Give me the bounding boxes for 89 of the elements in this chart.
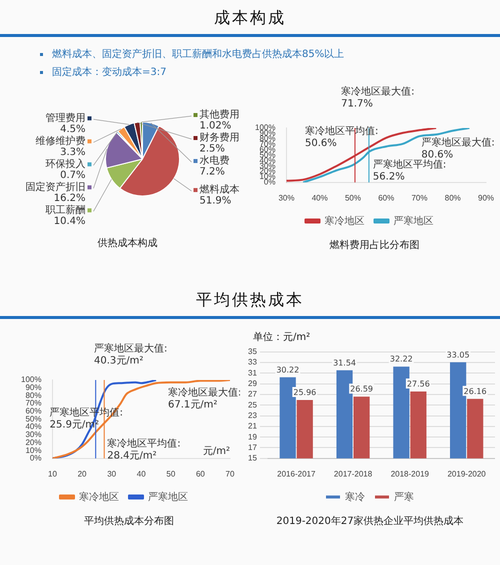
annotation: 寒冷地区最大值: 67.1元/m² [168,386,242,411]
legend-label: 寒冷 [345,490,365,503]
x-tick-label: 50% [344,193,361,202]
x-tick-label: 70 [226,469,235,478]
y-tick-label: 15 [248,454,258,463]
y-tick-label: 21 [248,422,258,431]
y-tick-label: 60% [25,406,42,416]
y-tick-label: 80% [25,390,42,400]
slice-label: 其他费用 [200,108,240,121]
legend-label: 严寒 [394,490,414,503]
y-tick-label: 10% [25,446,42,455]
text: 燃料费用占比分布图 [330,238,420,252]
data-label: 2.5% [200,144,225,155]
x-tick-label: 2018-2019 [390,469,430,478]
y-tick-label: 29 [248,378,258,388]
slice-label: 水电费 [200,154,230,167]
x-tick-label: 80% [444,193,461,202]
x-tick-label: 60% [378,193,394,202]
x-axis-title: 元/m² [202,446,230,457]
data-label: 26.59 [350,384,374,394]
x-tick-label: 90% [478,193,494,202]
data-label: 51.9% [200,196,232,207]
x-tick-label: 30 [107,469,117,478]
y-tick-label: 17 [248,442,258,452]
data-label: 27.56 [406,380,430,389]
slice-label: 燃料成本 [200,184,240,196]
x-tick-label: 10 [48,469,58,478]
legend-label: 维修维护费 [36,134,86,147]
data-label: 3.3% [60,146,86,158]
annotation: 严寒地区最大值: 40.3元/m² [94,342,168,367]
y-tick-label: 0% [30,454,42,463]
data-label: 30.22 [276,365,300,374]
annotation: 寒冷地区最大值: 71.7% [341,86,414,110]
y-tick-label: 23 [248,410,258,420]
text: 2019-2020年27家供热企业平均供热成本 [276,514,464,528]
y-tick-label: 35 [248,347,258,356]
text: 供热成本构成 [98,236,158,250]
legend-label: 寒冷地区 [324,214,364,227]
slice-label: 财务费用 [200,132,240,144]
y-tick-label: 90% [25,383,42,392]
text: 平均供热成本分布图 [84,514,174,528]
x-tick-label: 2017-2018 [334,469,373,478]
data-label: 31.54 [333,358,356,368]
text: 燃料成本、固定资产折旧、职工薪酬和水电费占供热成本85%以上 [52,48,344,61]
data-label: 1.02% [200,120,232,132]
y-tick-label: 33 [248,358,258,367]
data-label: 10.4% [54,216,86,227]
y-tick-label: 100% [20,375,42,384]
y-tick-label: 30% [25,430,42,440]
annotation: 严寒地区平均值: 56.2% [372,158,446,183]
data-label: 16.2% [54,192,86,204]
legend-label: 严寒地区 [148,490,188,503]
data-label: 33.05 [446,350,470,360]
y-tick-label: 50% [25,414,42,424]
x-tick-label: 50 [166,469,176,478]
x-tick-label: 40% [312,193,328,202]
y-tick-label: 25 [248,400,258,410]
text: 成本构成 [0,0,500,37]
data-label: 4.5% [60,124,86,135]
data-label: 26.16 [464,386,487,396]
legend-label: 严寒地区 [394,214,434,227]
x-tick-label: 2019-2020 [447,469,486,478]
text: 平均供热成本 [0,282,500,319]
x-tick-label: 2016-2017 [277,469,316,478]
legend-label: 管理费用 [46,112,86,124]
data-label: 7.2% [200,166,225,178]
text: 固定成本：变动成本=3:7 [52,66,166,79]
x-tick-label: 60 [196,469,206,478]
y-tick-label: 19 [248,432,258,442]
y-tick-label: 40% [25,422,42,432]
y-tick-label: 70% [25,398,42,408]
legend-label: 固定资产折旧 [26,180,86,193]
y-tick-label: 31 [248,368,258,378]
legend-label: 职工薪酬 [46,204,86,216]
data-label: 25.96 [293,388,316,398]
x-tick-label: 20 [78,469,88,478]
data-label: 0.7% [60,170,86,181]
y-tick-label: 0% [264,178,276,187]
data-label: 32.22 [390,354,413,364]
x-tick-label: 70% [411,193,428,202]
legend-label: 寒冷地区 [79,490,119,503]
y-tick-label: 20% [25,438,42,447]
y-tick-label: 27 [248,390,258,399]
annotation: 严寒地区最大值: 80.6% [421,136,495,161]
y-axis-title: 单位：元/m² [253,330,310,344]
legend-label: 环保投入 [46,158,86,170]
annotation: 寒冷地区平均值: 28.4元/m² [107,438,181,462]
x-tick-label: 40 [136,469,146,478]
x-tick-label: 30% [278,193,294,202]
